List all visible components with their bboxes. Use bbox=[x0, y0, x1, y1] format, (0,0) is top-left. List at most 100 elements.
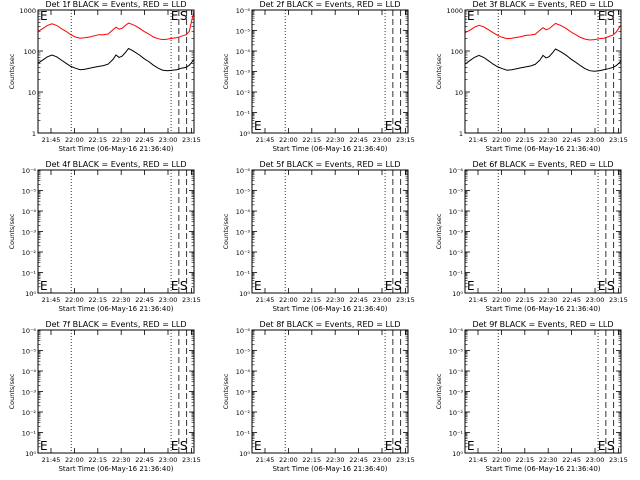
x-tick-label: 22:00 bbox=[65, 296, 84, 304]
y-tick-label: 10⁻² bbox=[449, 249, 464, 257]
x-tick-label: 22:45 bbox=[135, 296, 154, 304]
x-tick-label: 21:45 bbox=[42, 136, 61, 144]
y-tick-label: 10⁻⁵ bbox=[236, 28, 251, 36]
y-tick-label: 1 bbox=[459, 130, 463, 138]
x-tick-label: 23:00 bbox=[586, 296, 605, 304]
marker-e-label: E bbox=[171, 279, 179, 293]
y-tick-label: 10⁻⁶ bbox=[236, 327, 251, 335]
x-tick-label: 22:45 bbox=[135, 456, 154, 464]
y-tick-label: 10⁰ bbox=[452, 450, 463, 458]
y-tick-label: 10⁻³ bbox=[449, 229, 464, 237]
detector-panel: Det 6f BLACK = Events, RED = LLD Counts/s… bbox=[435, 160, 628, 313]
x-tick-label: 22:30 bbox=[539, 136, 558, 144]
marker-e-label: E bbox=[598, 9, 606, 23]
x-axis-label: Start Time (06-May-16 21:36:40) bbox=[272, 305, 387, 313]
x-tick-label: 22:15 bbox=[302, 136, 321, 144]
series-line bbox=[37, 47, 195, 72]
y-tick-label: 10⁻³ bbox=[236, 229, 251, 237]
x-tick-label: 21:45 bbox=[42, 456, 61, 464]
x-axis-label: Start Time (06-May-16 21:36:40) bbox=[272, 465, 387, 473]
y-tick-label: 10⁻⁵ bbox=[22, 188, 37, 196]
y-tick-label: 10⁰ bbox=[239, 290, 250, 298]
x-tick-label: 22:15 bbox=[302, 296, 321, 304]
marker-e-label: E bbox=[171, 439, 179, 453]
y-tick-label: 10⁻³ bbox=[236, 69, 251, 77]
x-tick-label: 22:00 bbox=[65, 136, 84, 144]
plot-frame bbox=[464, 169, 622, 294]
marker-e-label: E bbox=[254, 439, 262, 453]
marker-s-label: S bbox=[394, 119, 402, 133]
x-tick-label: 23:00 bbox=[159, 296, 178, 304]
x-tick-label: 22:00 bbox=[492, 296, 511, 304]
x-axis-label: Start Time (06-May-16 21:36:40) bbox=[272, 145, 387, 153]
x-tick-label: 23:00 bbox=[159, 456, 178, 464]
x-tick-label: 22:30 bbox=[112, 136, 131, 144]
detector-panel: Det 2f BLACK = Events, RED = LLD Counts/s… bbox=[222, 0, 415, 153]
x-tick-label: 23:15 bbox=[182, 136, 201, 144]
x-tick-label: 21:45 bbox=[256, 296, 275, 304]
y-tick-label: 10⁻⁶ bbox=[236, 7, 251, 15]
x-tick-label: 22:45 bbox=[562, 296, 581, 304]
y-tick-label: 100 bbox=[451, 48, 463, 56]
plot-frame bbox=[37, 169, 195, 294]
y-tick-label: 1000 bbox=[19, 7, 36, 15]
y-axis-label: Counts/sec bbox=[435, 213, 443, 249]
y-tick-label: 10⁻² bbox=[22, 249, 37, 257]
x-tick-label: 21:45 bbox=[469, 296, 488, 304]
x-tick-label: 22:15 bbox=[515, 136, 534, 144]
marker-s-label: S bbox=[394, 279, 402, 293]
y-tick-label: 10⁻² bbox=[236, 409, 251, 417]
y-tick-label: 10⁻⁵ bbox=[22, 348, 37, 356]
x-tick-label: 23:15 bbox=[182, 296, 201, 304]
x-tick-label: 23:00 bbox=[586, 456, 605, 464]
detector-panel: Det 4f BLACK = Events, RED = LLD Counts/s… bbox=[8, 160, 201, 313]
x-axis-label: Start Time (06-May-16 21:36:40) bbox=[485, 305, 600, 313]
y-axis-label: Counts/sec bbox=[222, 53, 230, 89]
x-tick-label: 22:30 bbox=[326, 296, 345, 304]
x-axis-label: Start Time (06-May-16 21:36:40) bbox=[58, 145, 173, 153]
y-tick-label: 10⁻⁵ bbox=[236, 348, 251, 356]
y-tick-label: 10⁻² bbox=[449, 409, 464, 417]
y-tick-label: 10⁻² bbox=[236, 89, 251, 97]
y-tick-label: 10⁻⁴ bbox=[22, 208, 37, 216]
y-tick-label: 10 bbox=[455, 89, 463, 97]
x-tick-label: 21:45 bbox=[42, 296, 61, 304]
x-tick-label: 21:45 bbox=[256, 456, 275, 464]
x-tick-label: 22:15 bbox=[88, 456, 107, 464]
marker-e-label: E bbox=[40, 9, 48, 23]
x-tick-label: 22:30 bbox=[326, 456, 345, 464]
series-line bbox=[37, 11, 195, 41]
marker-s-label: S bbox=[607, 439, 615, 453]
plot-frame bbox=[464, 329, 622, 454]
y-tick-label: 10⁻⁴ bbox=[236, 208, 251, 216]
y-tick-label: 10⁻⁶ bbox=[236, 167, 251, 175]
marker-e-label: E bbox=[598, 439, 606, 453]
y-axis-label: Counts/sec bbox=[8, 53, 16, 89]
x-tick-label: 23:00 bbox=[159, 136, 178, 144]
y-tick-label: 10⁻⁴ bbox=[236, 368, 251, 376]
marker-s-label: S bbox=[607, 9, 615, 23]
plot-frame bbox=[37, 329, 195, 454]
marker-e-label: E bbox=[171, 9, 179, 23]
x-axis-label: Start Time (06-May-16 21:36:40) bbox=[485, 465, 600, 473]
y-tick-label: 10⁻³ bbox=[236, 389, 251, 397]
y-axis-label: Counts/sec bbox=[222, 373, 230, 409]
y-tick-label: 10⁻² bbox=[22, 409, 37, 417]
x-tick-label: 21:45 bbox=[256, 136, 275, 144]
marker-e-label: E bbox=[467, 9, 475, 23]
x-tick-label: 23:15 bbox=[609, 136, 628, 144]
panel-title: Det 6f BLACK = Events, RED = LLD bbox=[472, 160, 613, 169]
detector-panel: Det 9f BLACK = Events, RED = LLD Counts/s… bbox=[435, 320, 628, 473]
x-tick-label: 22:15 bbox=[88, 296, 107, 304]
x-axis-label: Start Time (06-May-16 21:36:40) bbox=[58, 305, 173, 313]
x-tick-label: 22:00 bbox=[65, 456, 84, 464]
x-tick-label: 22:30 bbox=[326, 136, 345, 144]
y-tick-label: 10⁻⁴ bbox=[449, 208, 464, 216]
x-tick-label: 22:30 bbox=[539, 456, 558, 464]
y-tick-label: 10⁻³ bbox=[22, 229, 37, 237]
marker-e-label: E bbox=[254, 119, 262, 133]
x-tick-label: 23:00 bbox=[373, 456, 392, 464]
series-line bbox=[464, 48, 622, 72]
x-tick-label: 22:00 bbox=[279, 136, 298, 144]
y-tick-label: 10⁻⁶ bbox=[22, 327, 37, 335]
